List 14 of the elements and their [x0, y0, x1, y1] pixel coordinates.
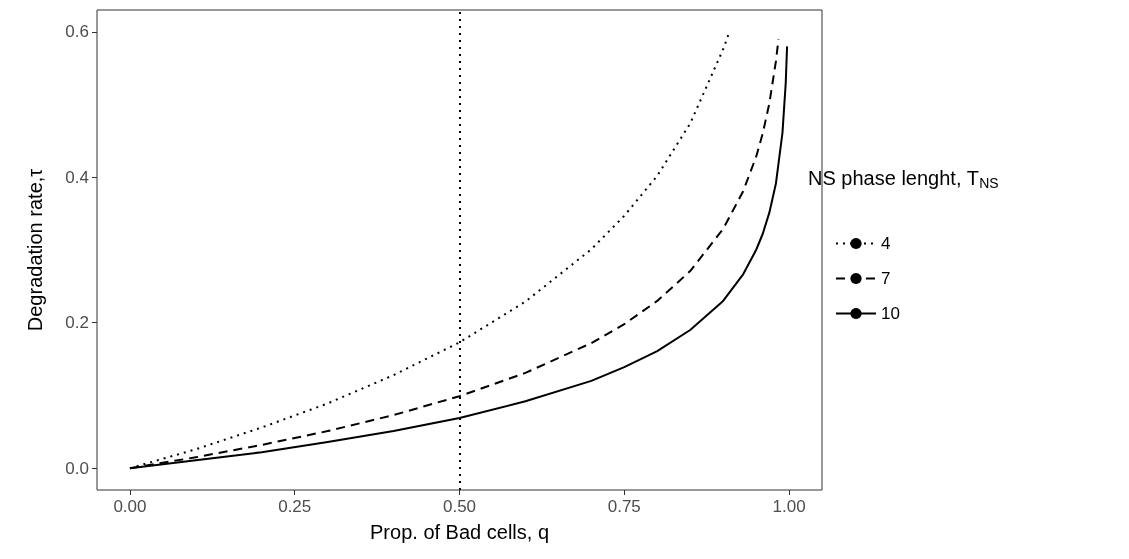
x-tick-label: 1.00 — [772, 497, 806, 516]
y-tick-label: 0.6 — [65, 22, 89, 42]
x-tick-label: 0.25 — [278, 497, 312, 516]
x-tick-label: 0.00 — [113, 497, 147, 516]
x-tick-label: 0.50 — [442, 497, 477, 516]
y-axis-title: Degradation rate,τ — [24, 168, 46, 332]
x-tick-label: 0.75 — [607, 497, 641, 516]
legend-label: 4 — [881, 234, 891, 253]
y-tick-label: 0.4 — [65, 167, 89, 187]
legend-label: 10 — [881, 304, 900, 323]
y-tick-label: 0.0 — [65, 458, 89, 478]
y-tick-label: 0.2 — [65, 313, 89, 333]
x-axis-title: Prop. of Bad cells, q — [370, 521, 549, 543]
legend-label: 7 — [881, 269, 891, 288]
